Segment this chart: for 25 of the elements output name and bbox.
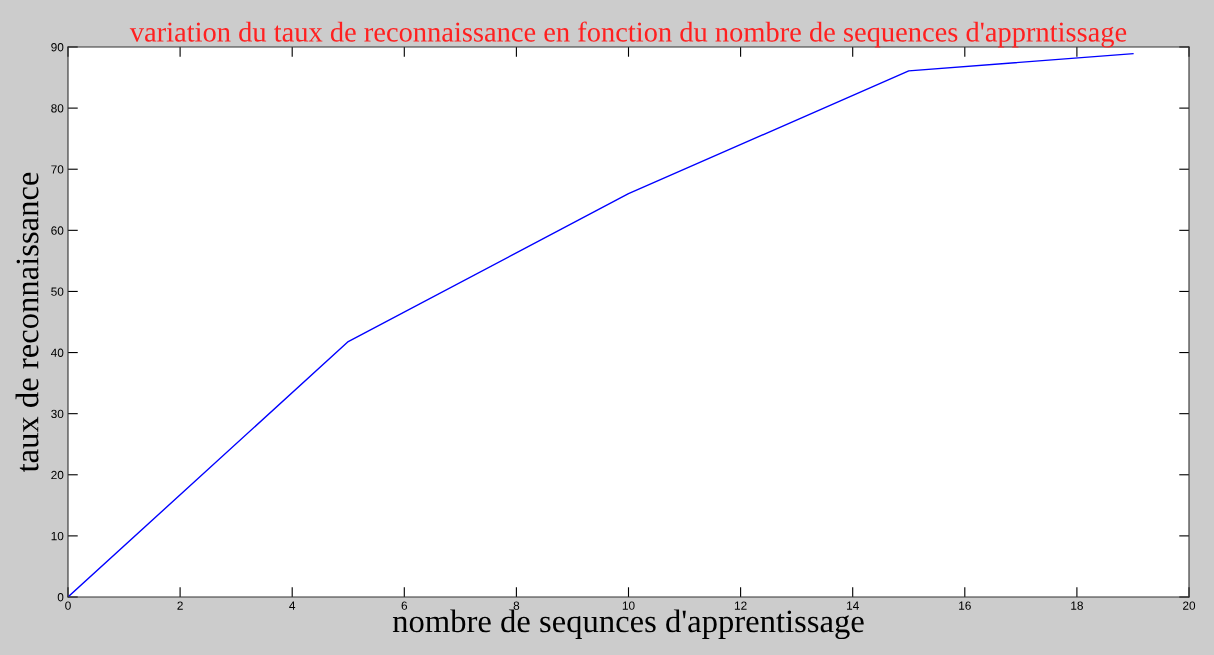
x-tick-label: 2	[177, 601, 183, 610]
y-tick-label: 90	[51, 43, 64, 52]
y-tick-label: 80	[51, 104, 64, 113]
y-tick-label: 20	[51, 470, 64, 480]
line-series	[68, 53, 1134, 597]
x-tick-label: 16	[959, 601, 971, 610]
y-tick-label: 50	[51, 287, 64, 296]
y-axis-title: taux de reconnaissance	[15, 172, 39, 473]
y-tick-label: 60	[51, 226, 64, 235]
x-axis-title: nombre de sequnces d'apprentissage	[392, 609, 864, 640]
y-tick-label: 10	[51, 531, 64, 541]
x-tick-label: 18	[1071, 601, 1083, 610]
y-tick-label: 0	[57, 593, 64, 602]
y-tick-label: 70	[51, 165, 64, 174]
x-tick-label: 6	[401, 601, 408, 610]
x-tick-label: 12	[734, 601, 747, 610]
x-tick-label: 10	[622, 601, 635, 610]
x-tick-label: 14	[847, 601, 859, 610]
x-tick-label: 4	[289, 601, 296, 610]
y-tick-label: 40	[50, 348, 64, 357]
chart-title: variation du taux de reconnaissance en fonction du nombre de sequences d'apprntissage	[129, 21, 1127, 48]
x-tick-label: 20	[1183, 601, 1196, 610]
y-tick-label: 30	[51, 409, 64, 419]
x-tick-label: 8	[513, 601, 520, 610]
x-tick-label: 0	[65, 601, 71, 610]
